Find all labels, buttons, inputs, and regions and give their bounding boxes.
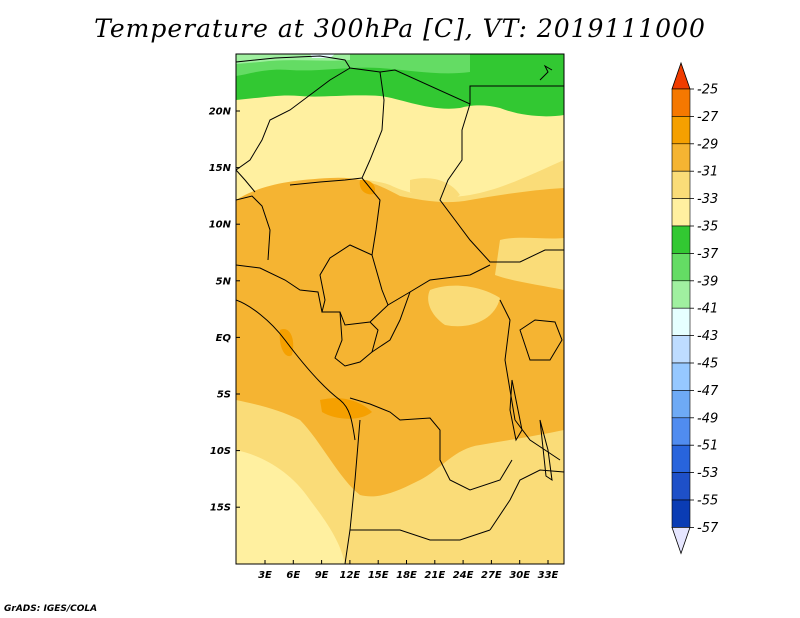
lake-victoria — [519, 319, 563, 361]
lat-label: 10N — [209, 220, 232, 231]
lon-label: 15E — [368, 570, 389, 581]
longitude-labels: 3E 6E 9E 12E 15E 18E 21E 24E 27E 30E 33E — [258, 560, 559, 581]
light-patch-central — [428, 285, 500, 327]
lon-label: 18E — [396, 570, 417, 581]
border-chad-niger — [361, 71, 389, 306]
colorbar-top-arrow — [671, 61, 691, 90]
border-niger-nigeria — [289, 177, 363, 186]
lake-malawi — [539, 419, 553, 482]
lat-label: 5S — [217, 390, 231, 401]
lat-label: 5N — [216, 276, 232, 287]
lat-label: 20N — [209, 107, 232, 118]
colorbar-label: -47 — [697, 384, 719, 399]
colorbar-segment — [671, 198, 691, 227]
country-borders — [236, 55, 564, 564]
colorbar-label: -33 — [697, 192, 718, 207]
colorbar-segment — [671, 225, 691, 254]
colorbar-segment — [671, 170, 691, 199]
lon-label: 24E — [453, 570, 474, 581]
lake-tanganyika — [509, 379, 523, 442]
border-namibia-botswana — [350, 529, 491, 541]
light-patch-east — [495, 237, 564, 290]
lat-label: 15N — [209, 163, 232, 174]
map-frame — [235, 53, 565, 565]
colorbar-segment — [671, 307, 691, 336]
lon-label: 9E — [315, 570, 329, 581]
border-zambia-south — [489, 469, 564, 531]
colorbar-label: -55 — [697, 494, 718, 509]
lon-label: 27E — [481, 570, 502, 581]
colorbar-segment — [671, 335, 691, 364]
colorbar-label: -37 — [697, 247, 719, 262]
border-drc-east — [499, 299, 516, 421]
coastline-west — [236, 299, 356, 441]
colorbar-segment — [671, 362, 691, 391]
colorbar-bottom-arrow — [671, 527, 691, 555]
lat-label: EQ — [216, 333, 232, 344]
grads-credit: GrADS: IGES/COLA — [4, 604, 98, 614]
colorbar-label: -51 — [697, 439, 718, 454]
lon-label: 21E — [424, 570, 445, 581]
colorbar-label: -25 — [697, 83, 718, 98]
lat-label: 15S — [210, 503, 231, 514]
border-drc-north — [371, 291, 411, 353]
temperature-field — [236, 54, 564, 564]
colorbar-label: -57 — [697, 521, 719, 536]
light-patch-north — [410, 178, 460, 201]
border-car — [319, 244, 491, 326]
lon-label: 3E — [258, 570, 272, 581]
border-nigeria-cameroon — [236, 264, 323, 313]
dark-spot-3 — [359, 179, 376, 195]
border-benin — [236, 195, 271, 261]
colorbar-segment — [671, 499, 691, 528]
dark-spot-2 — [320, 398, 372, 419]
orange-core — [236, 177, 564, 497]
colorbar-label: -43 — [697, 329, 718, 344]
colorbar-segment — [671, 417, 691, 446]
colorbar-label: -27 — [697, 110, 719, 125]
colorbar-segment — [671, 88, 691, 117]
lon-label: 12E — [340, 570, 361, 581]
border-angola-drc — [349, 397, 513, 491]
colorbar-label: -31 — [697, 165, 718, 180]
colorbar-label: -45 — [697, 357, 718, 372]
colorbar-label: -49 — [697, 411, 718, 426]
colorbar-segment — [671, 280, 691, 309]
colorbar-label: -29 — [697, 137, 718, 152]
colorbar-label: -39 — [697, 274, 718, 289]
pale-south-zone — [236, 450, 345, 564]
lon-label: 33E — [538, 570, 559, 581]
border-congo — [334, 311, 379, 367]
colorbar-segment — [671, 390, 691, 419]
colorbar-label: -35 — [697, 220, 718, 235]
colorbar-segment — [671, 253, 691, 282]
lon-label: 30E — [509, 570, 530, 581]
colorbar-segment — [671, 472, 691, 501]
colorbar-label: -53 — [697, 466, 718, 481]
lat-label: 10S — [210, 446, 231, 457]
latitude-labels: 20N 15N 10N 5N EQ 5S 10S 15S — [209, 107, 240, 514]
border-niger-algeria — [236, 67, 351, 171]
lon-label: 6E — [286, 570, 300, 581]
colorbar-segment — [671, 143, 691, 172]
colorbar: -25 -27 -29 -31 -33 -35 -37 -39 -41 -43 -45 -47 -49 -… — [671, 61, 719, 555]
colorbar-label: -41 — [697, 302, 718, 317]
coast-red-sea — [539, 64, 553, 81]
colorbar-segment — [671, 444, 691, 473]
map-title: Temperature at 300hPa [C], VT: 201911100… — [94, 14, 706, 43]
border-angola-namibia — [344, 419, 361, 564]
colorbar-segment — [671, 116, 691, 145]
border-mali — [236, 169, 256, 193]
border-sudan — [439, 103, 564, 263]
